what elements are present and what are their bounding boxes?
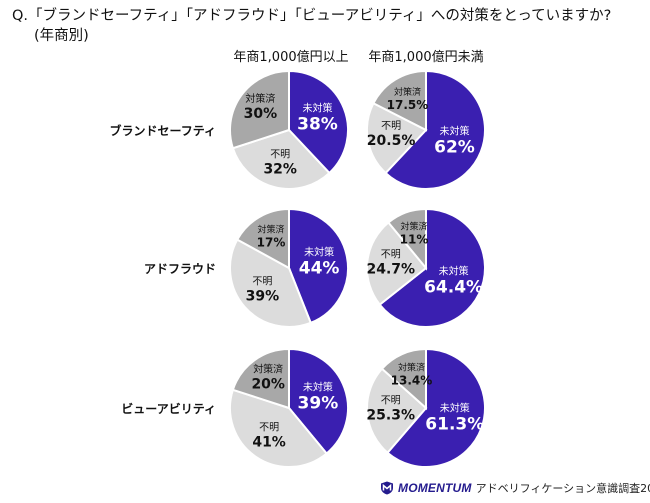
pie-slice-brand-safety-large-untreated: [288, 69, 349, 175]
pie-slice-viewability-small-treated: [380, 347, 427, 411]
slice-value-ad-fraud-small-untreated: 64.4%: [424, 277, 483, 297]
slice-label-viewability-small-treated: 対策済: [398, 362, 425, 374]
slice-label-ad-fraud-large-treated: 対策済: [257, 224, 284, 236]
slice-label-viewability-large-treated: 対策済: [253, 362, 283, 375]
column-header-large: 年商1,000億円以上: [233, 50, 349, 65]
slice-value-brand-safety-small-treated: 17.5%: [387, 98, 429, 112]
slice-value-ad-fraud-small-treated: 11%: [400, 233, 429, 247]
row-label-viewability: ビューアビリティ: [121, 402, 216, 416]
slice-label-ad-fraud-small-unknown: 不明: [381, 248, 401, 260]
pie-slice-viewability-small-unknown: [366, 367, 428, 455]
pie-chart-grid: 未対策38%不明32%対策済30%未対策62%不明20.5%対策済17.5%未対…: [229, 69, 486, 468]
slice-label-viewability-small-untreated: 未対策: [440, 402, 470, 415]
column-header-small: 年商1,000億円未満: [368, 50, 484, 65]
slice-value-brand-safety-large-treated: 30%: [244, 106, 278, 122]
slice-value-viewability-large-treated: 20%: [251, 376, 285, 392]
slice-value-brand-safety-large-untreated: 38%: [297, 115, 338, 135]
slice-value-ad-fraud-large-untreated: 44%: [299, 258, 340, 278]
slice-value-viewability-small-unknown: 25.3%: [366, 407, 415, 423]
slice-label-ad-fraud-small-untreated: 未対策: [439, 264, 469, 277]
pie-slice-ad-fraud-large-untreated: [288, 207, 349, 325]
slice-label-brand-safety-large-treated: 対策済: [245, 92, 275, 105]
pie-slice-brand-safety-small-unknown: [366, 101, 428, 175]
slice-label-brand-safety-small-untreated: 未対策: [440, 124, 470, 137]
pie-slice-brand-safety-small-untreated: [384, 69, 486, 190]
footer: MOMENTUM アドベリフィケーション意識調査2018: [380, 480, 650, 496]
pie-slice-ad-fraud-large-unknown: [229, 238, 313, 328]
pie-slice-brand-safety-large-treated: [229, 69, 290, 150]
subtitle: (年商別): [34, 28, 89, 44]
pie-slice-viewability-small-untreated: [386, 347, 486, 468]
slice-label-brand-safety-small-treated: 対策済: [394, 86, 421, 98]
slice-value-viewability-small-untreated: 61.3%: [425, 415, 484, 435]
row-label-brand-safety: ブランドセーフティ: [109, 124, 216, 138]
pie-slice-ad-fraud-small-treated: [387, 207, 427, 271]
slice-label-brand-safety-large-unknown: 不明: [270, 148, 290, 160]
pie-slice-brand-safety-large-unknown: [231, 128, 331, 190]
pie-slice-brand-safety-small-treated: [372, 69, 427, 132]
slice-value-viewability-large-unknown: 41%: [252, 434, 286, 450]
pie-slice-viewability-large-treated: [231, 347, 290, 410]
pie-slice-ad-fraud-small-untreated: [378, 207, 486, 328]
momentum-logo-icon: [381, 481, 393, 495]
slice-label-ad-fraud-small-treated: 対策済: [400, 221, 427, 233]
slice-label-viewability-small-unknown: 不明: [381, 394, 401, 406]
slice-value-viewability-large-untreated: 39%: [298, 394, 339, 414]
pie-slice-viewability-large-untreated: [288, 347, 349, 455]
slice-label-brand-safety-large-untreated: 未対策: [303, 102, 333, 115]
pie-slice-ad-fraud-small-unknown: [366, 221, 428, 307]
slice-value-ad-fraud-large-treated: 17%: [257, 236, 286, 250]
question-title: Q.「ブランドセーフティ」「アドフラウド」「ビューアビリティ」への対策をとってい…: [12, 8, 612, 24]
pie-slice-ad-fraud-large-treated: [235, 207, 290, 270]
slice-label-ad-fraud-large-unknown: 不明: [252, 275, 272, 287]
slice-value-ad-fraud-small-unknown: 24.7%: [367, 261, 416, 277]
slice-label-viewability-large-untreated: 未対策: [303, 381, 333, 394]
pie-slice-viewability-large-unknown: [229, 388, 329, 468]
row-label-ad-fraud: アドフラウド: [143, 262, 216, 276]
slice-label-brand-safety-small-unknown: 不明: [381, 120, 401, 132]
slice-value-brand-safety-large-unknown: 32%: [263, 161, 297, 177]
brand-name: MOMENTUM: [398, 481, 472, 495]
slice-value-viewability-small-treated: 13.4%: [391, 374, 433, 388]
slice-value-brand-safety-small-unknown: 20.5%: [367, 133, 416, 149]
slice-label-viewability-large-unknown: 不明: [259, 421, 279, 433]
slice-value-brand-safety-small-untreated: 62%: [434, 137, 475, 157]
slice-label-ad-fraud-large-untreated: 未対策: [304, 245, 334, 258]
footer-survey-title: アドベリフィケーション意識調査2018: [475, 482, 650, 495]
slice-value-ad-fraud-large-unknown: 39%: [246, 288, 280, 304]
